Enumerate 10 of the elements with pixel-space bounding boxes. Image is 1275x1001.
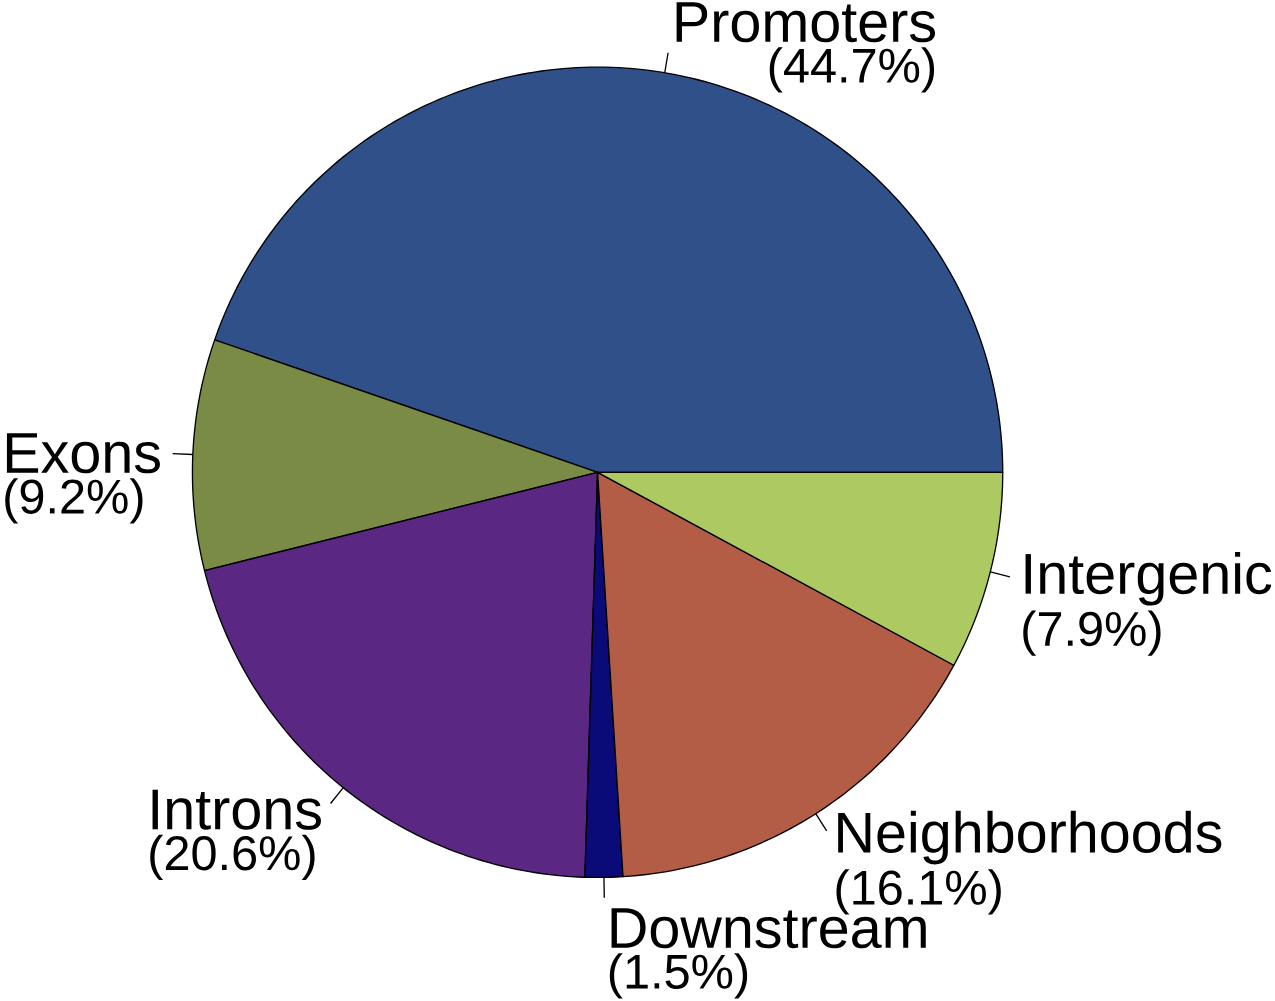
slice-label: Exons bbox=[6, 433, 160, 474]
slice-label: Neighborhoods bbox=[838, 810, 1222, 865]
data-label: (20.6%) bbox=[150, 834, 315, 881]
data-label: (44.7%) bbox=[769, 47, 935, 93]
data-label: (7.9%) bbox=[1023, 610, 1161, 656]
slice-label: Introns bbox=[152, 789, 321, 830]
slice-label: Intergenic bbox=[1025, 552, 1272, 606]
data-label: (1.5%) bbox=[609, 953, 748, 999]
slice-label: Promoters bbox=[676, 2, 936, 43]
data-label: (9.2%) bbox=[5, 478, 143, 524]
